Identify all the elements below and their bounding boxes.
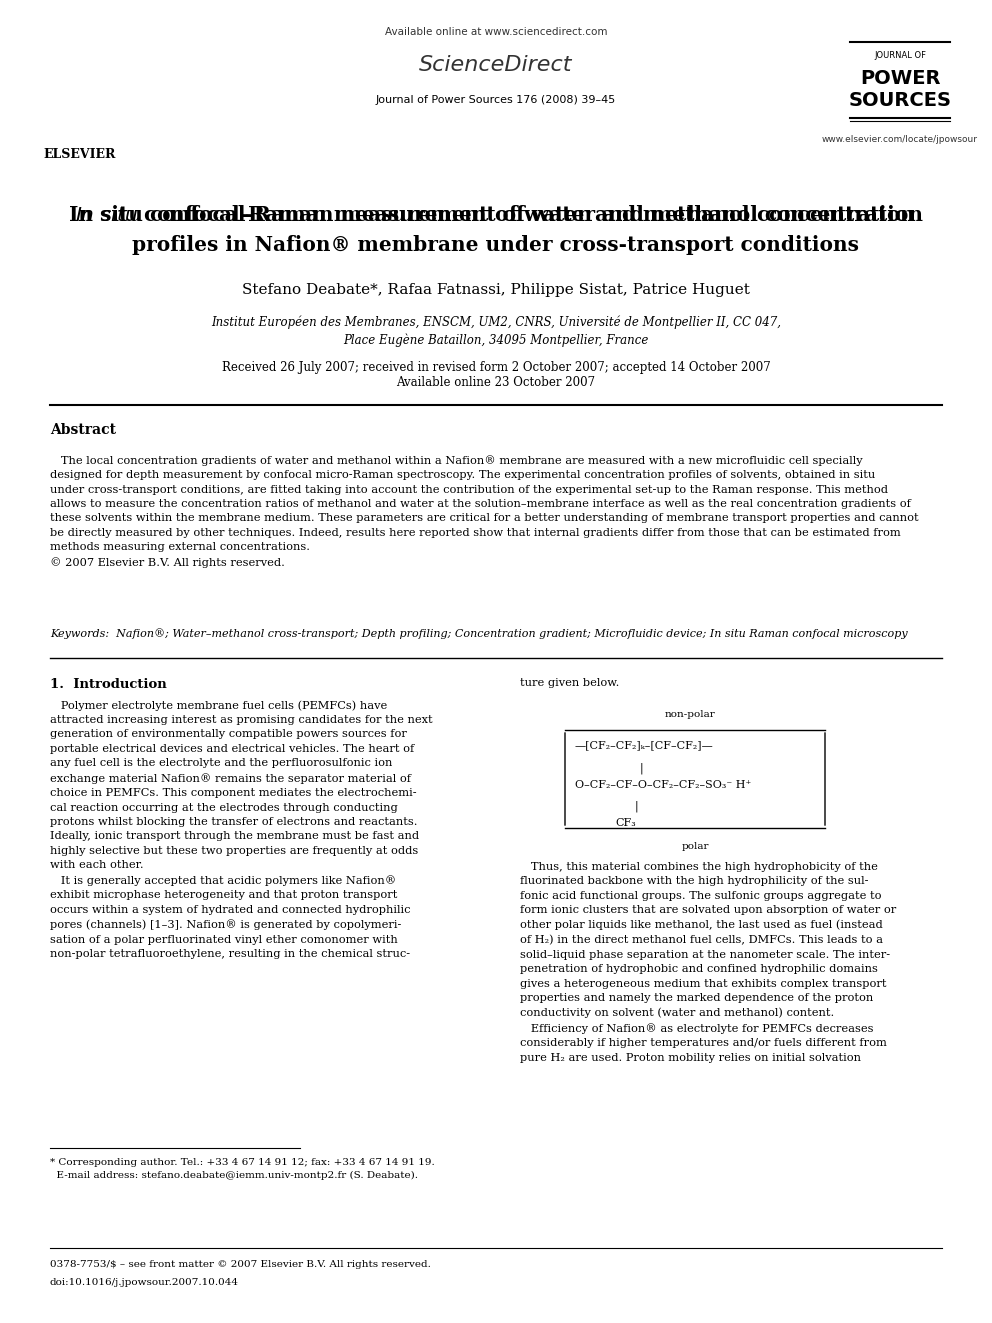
Text: $\it{In\ situ}$ confocal-Raman measurement of water and methanol concentration: $\it{In\ situ}$ confocal-Raman measureme… bbox=[75, 205, 917, 225]
Text: polar: polar bbox=[682, 841, 708, 851]
Text: ture given below.: ture given below. bbox=[520, 677, 619, 688]
Text: Thus, this material combines the high hydrophobicity of the
fluorinated backbone: Thus, this material combines the high hy… bbox=[520, 863, 896, 1062]
Text: Abstract: Abstract bbox=[50, 423, 116, 437]
Text: doi:10.1016/j.jpowsour.2007.10.044: doi:10.1016/j.jpowsour.2007.10.044 bbox=[50, 1278, 239, 1287]
Text: The local concentration gradients of water and methanol within a Nafion® membran: The local concentration gradients of wat… bbox=[50, 455, 919, 568]
Text: Keywords:  Nafion®; Water–methanol cross-transport; Depth profiling; Concentrati: Keywords: Nafion®; Water–methanol cross-… bbox=[50, 628, 908, 639]
Text: Journal of Power Sources 176 (2008) 39–45: Journal of Power Sources 176 (2008) 39–4… bbox=[376, 95, 616, 105]
Text: Stefano Deabate*, Rafaa Fatnassi, Philippe Sistat, Patrice Huguet: Stefano Deabate*, Rafaa Fatnassi, Philip… bbox=[242, 283, 750, 296]
Text: POWER: POWER bbox=[860, 69, 940, 87]
Text: In situ confocal-Raman measurement of water and methanol concentration: In situ confocal-Raman measurement of wa… bbox=[69, 205, 923, 225]
Text: Polymer electrolyte membrane fuel cells (PEMFCs) have
attracted increasing inter: Polymer electrolyte membrane fuel cells … bbox=[50, 700, 433, 959]
Text: Available online 23 October 2007: Available online 23 October 2007 bbox=[397, 377, 595, 389]
Text: |: | bbox=[640, 762, 644, 774]
Text: ELSEVIER: ELSEVIER bbox=[44, 148, 116, 161]
Text: —[CF₂–CF₂]ₖ–[CF–CF₂]—: —[CF₂–CF₂]ₖ–[CF–CF₂]— bbox=[575, 740, 714, 750]
Text: 0378-7753/$ – see front matter © 2007 Elsevier B.V. All rights reserved.: 0378-7753/$ – see front matter © 2007 El… bbox=[50, 1259, 431, 1269]
Text: Institut Européen des Membranes, ENSCM, UM2, CNRS, Université de Montpellier II,: Institut Européen des Membranes, ENSCM, … bbox=[211, 315, 781, 328]
Text: * Corresponding author. Tel.: +33 4 67 14 91 12; fax: +33 4 67 14 91 19.
  E-mai: * Corresponding author. Tel.: +33 4 67 1… bbox=[50, 1158, 434, 1180]
Text: ScienceDirect: ScienceDirect bbox=[420, 56, 572, 75]
Text: Place Eugène Bataillon, 34095 Montpellier, France: Place Eugène Bataillon, 34095 Montpellie… bbox=[343, 333, 649, 347]
Text: www.elsevier.com/locate/jpowsour: www.elsevier.com/locate/jpowsour bbox=[822, 135, 978, 144]
Text: Available online at www.sciencedirect.com: Available online at www.sciencedirect.co… bbox=[385, 26, 607, 37]
Text: |: | bbox=[635, 800, 639, 811]
Text: CF₃: CF₃ bbox=[615, 818, 636, 828]
Text: non-polar: non-polar bbox=[665, 710, 715, 718]
Text: JOURNAL OF: JOURNAL OF bbox=[874, 50, 926, 60]
Text: profiles in Nafion® membrane under cross-transport conditions: profiles in Nafion® membrane under cross… bbox=[133, 235, 859, 255]
Text: Received 26 July 2007; received in revised form 2 October 2007; accepted 14 Octo: Received 26 July 2007; received in revis… bbox=[221, 360, 771, 373]
Text: O–CF₂–CF–O–CF₂–CF₂–SO₃⁻ H⁺: O–CF₂–CF–O–CF₂–CF₂–SO₃⁻ H⁺ bbox=[575, 781, 751, 790]
Text: 1.  Introduction: 1. Introduction bbox=[50, 677, 167, 691]
Text: SOURCES: SOURCES bbox=[848, 90, 951, 110]
